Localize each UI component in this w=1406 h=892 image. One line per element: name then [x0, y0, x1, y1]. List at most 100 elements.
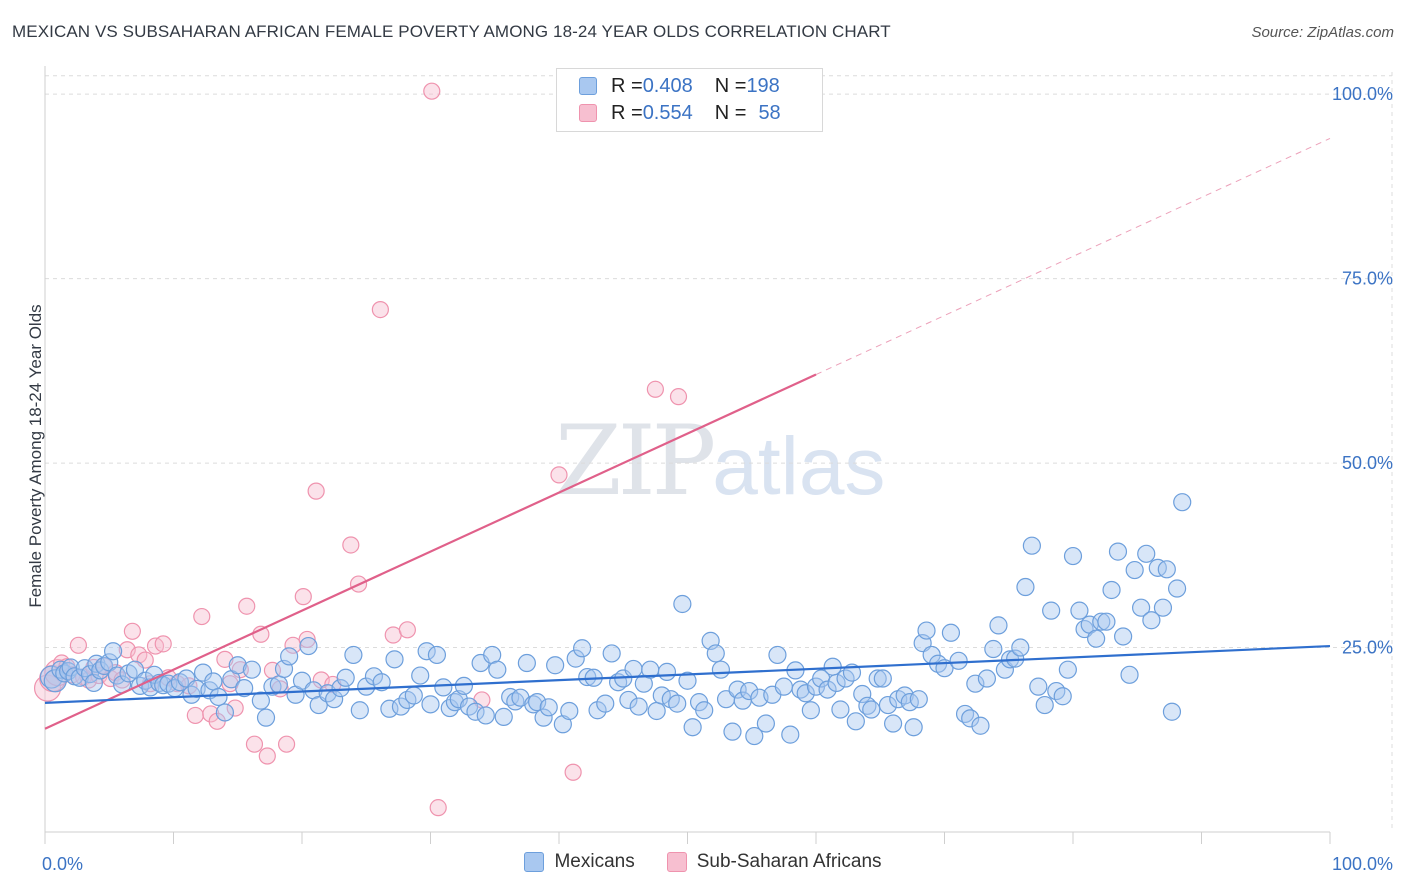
mexicans-point: [350, 701, 369, 720]
mexicans-point: [781, 725, 800, 744]
x-tick-label: 100.0%: [1332, 854, 1393, 874]
sub-saharan-point: [238, 597, 256, 615]
sub-saharan-trend-line: [44, 373, 817, 730]
mexicans-point: [1114, 627, 1133, 646]
mexicans-point: [517, 653, 536, 673]
legend-item-africans[interactable]: Sub-Saharan Africans: [666, 851, 882, 873]
sub-saharan-point: [669, 388, 688, 406]
mexicans-point: [578, 667, 597, 687]
africans-legend-swatch: [666, 852, 687, 872]
mexicans-point: [1070, 601, 1089, 620]
mexicans-point: [546, 656, 565, 675]
mexicans-point: [1125, 560, 1144, 580]
mexicans-point: [657, 662, 677, 681]
stats-row-mexicans: R = 0.408 N = 198: [579, 73, 780, 99]
mexicans-point: [1042, 601, 1061, 620]
sub-saharan-point: [371, 300, 389, 319]
mexicans-point: [1011, 638, 1030, 657]
mexicans-point: [204, 672, 223, 691]
mexicans-point: [878, 695, 898, 715]
mexicans-point: [573, 639, 592, 658]
sub-saharan-point: [277, 735, 296, 753]
mexicans-point: [560, 701, 579, 721]
mexicans-point: [80, 664, 100, 684]
mexicans-point: [961, 709, 980, 728]
mexicans-point: [602, 644, 621, 663]
legend-item-mexicans[interactable]: Mexicans: [524, 851, 635, 873]
mexicans-point: [1153, 598, 1173, 617]
mexicans-point: [104, 642, 123, 661]
mexicans-point: [619, 690, 638, 710]
r-value: 0.408: [642, 74, 693, 97]
mexicans-point: [488, 660, 507, 679]
mexicans-point: [745, 726, 764, 746]
mexicans-point: [1148, 558, 1167, 577]
chart-title: MEXICAN VS SUBSAHARAN AFRICAN FEMALE POV…: [12, 22, 891, 41]
mexicans-point: [728, 680, 747, 699]
mexicans-point: [984, 639, 1003, 659]
sub-saharan-point: [564, 763, 582, 781]
sub-saharan-point: [193, 607, 211, 626]
mexicans-point: [831, 700, 850, 719]
sub-saharan-point: [154, 635, 172, 653]
mexicans-point: [1102, 580, 1121, 600]
n-label: N =: [714, 101, 747, 124]
sub-saharan-point: [646, 380, 664, 398]
mexicans-point: [528, 693, 547, 712]
sub-saharan-point: [398, 621, 416, 639]
mexicans-point: [1132, 598, 1151, 617]
mexicans-point: [242, 660, 261, 679]
mexicans-point: [647, 701, 666, 721]
r-value: 0.554: [642, 101, 693, 124]
mexicans-point: [1137, 544, 1156, 563]
mexicans-points: [39, 493, 1192, 746]
mexicans-point: [336, 668, 355, 687]
mexicans-point: [1162, 702, 1182, 721]
r-label: R =: [611, 74, 643, 97]
mexicans-point: [917, 621, 936, 640]
y-tick-label: 50.0%: [1342, 453, 1393, 473]
mexicans-point: [1029, 677, 1048, 696]
sub-saharan-point: [298, 630, 316, 649]
mexicans-point: [1016, 577, 1035, 597]
mexicans-point: [404, 686, 423, 705]
mexicans-point: [215, 703, 234, 722]
mexicans-point: [941, 623, 961, 642]
source-label: Source: ZipAtlas.com: [1251, 24, 1394, 41]
mexicans-point: [1063, 546, 1083, 566]
mexicans-point: [566, 649, 585, 668]
mexicans-point: [873, 669, 892, 688]
mexicans-point: [1157, 560, 1176, 579]
n-label: N =: [714, 74, 747, 97]
mexicans-point: [971, 716, 990, 735]
trend-lines: [44, 137, 1331, 730]
mexicans-point: [1087, 629, 1106, 648]
mexicans-point: [846, 712, 865, 731]
series-legend: Mexicans Sub-Saharan Africans: [0, 851, 1406, 873]
stats-row-africans: R = 0.554 N = 58: [579, 100, 781, 126]
mexicans-point: [683, 718, 702, 737]
mexicans-point: [1053, 687, 1072, 706]
mexicans-point: [417, 642, 436, 661]
x-tick-label: 0.0%: [42, 854, 83, 874]
mexicans-point: [827, 673, 846, 693]
sub-saharan-point: [429, 799, 447, 817]
sub-saharan-point: [123, 622, 141, 640]
mexicans-point: [723, 722, 742, 741]
mexicans-point: [624, 659, 643, 679]
sub-saharan-point: [258, 747, 276, 765]
mexicans-point: [209, 687, 228, 707]
mexicans-point: [629, 697, 648, 716]
mexicans-point: [427, 645, 447, 665]
mexicans-point: [949, 651, 968, 670]
r-label: R =: [611, 101, 643, 124]
mexicans-point: [1120, 665, 1139, 684]
mexicans-point: [818, 680, 837, 699]
mexicans-point: [862, 700, 881, 719]
legend-label-mexicans: Mexicans: [554, 851, 635, 872]
mexicans-point: [256, 708, 276, 727]
mexicans-point: [70, 668, 89, 687]
mexicans-point: [706, 644, 725, 663]
mexicans-point: [1092, 612, 1111, 631]
mexicans-point: [228, 656, 247, 675]
